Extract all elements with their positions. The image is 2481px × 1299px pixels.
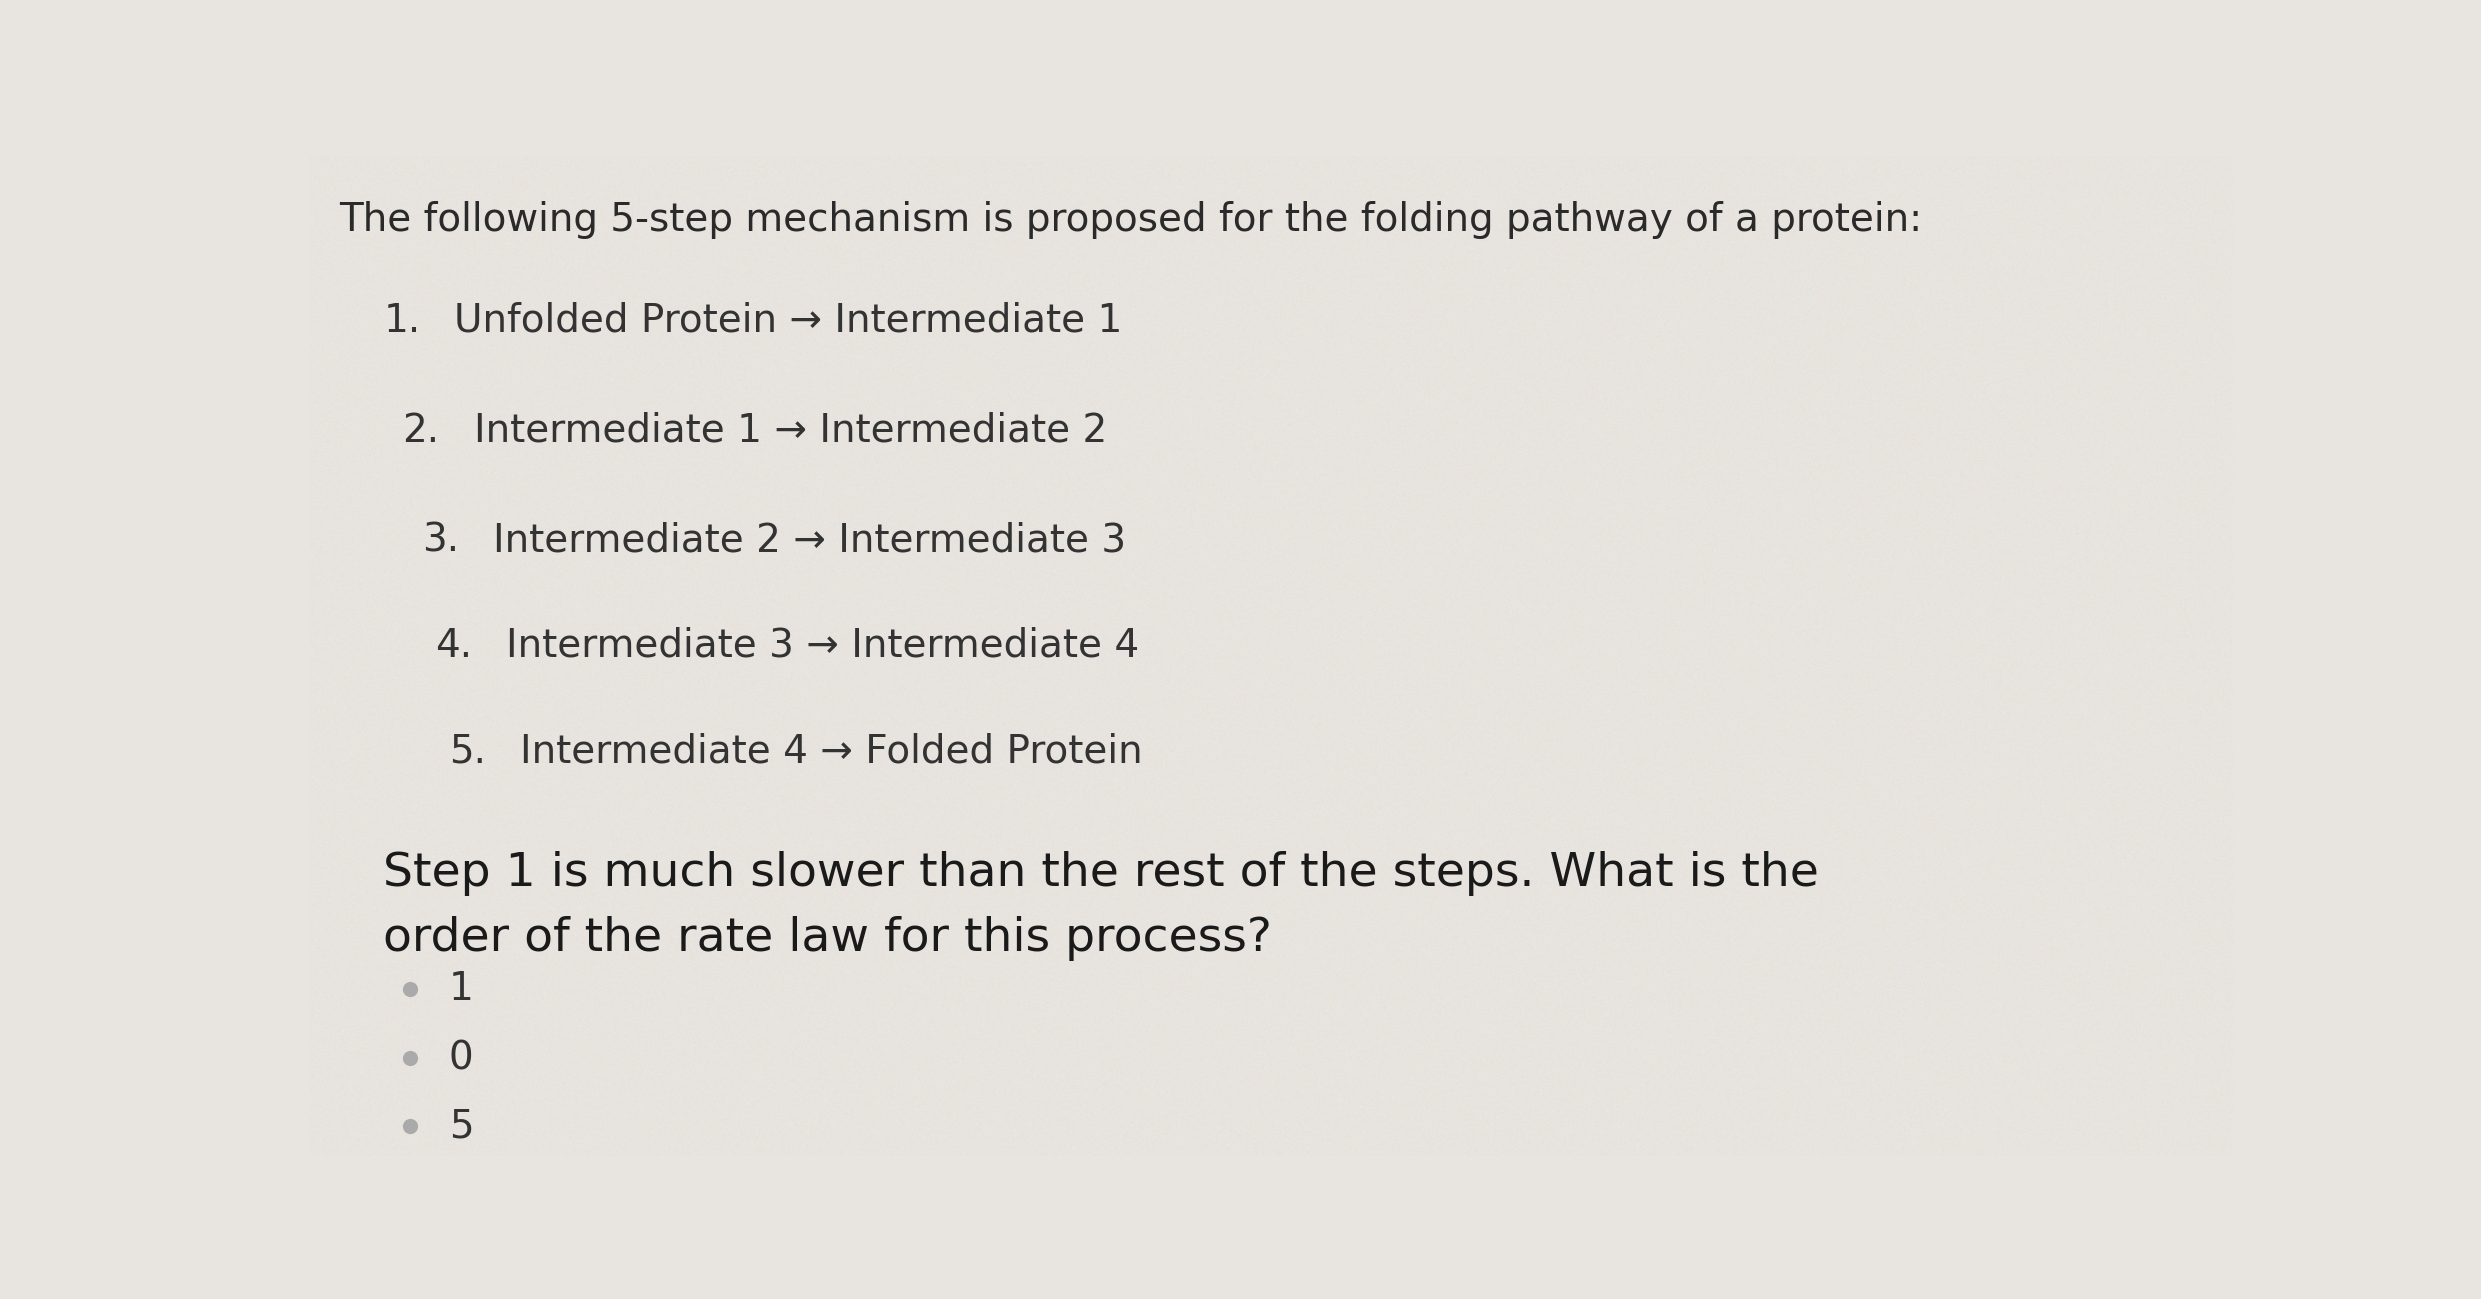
Text: Step 1 is much slower than the rest of the steps. What is the: Step 1 is much slower than the rest of t…	[382, 851, 1819, 896]
Text: The following 5-step mechanism is proposed for the folding pathway of a protein:: The following 5-step mechanism is propos…	[340, 201, 1923, 239]
Text: Intermediate 2 → Intermediate 3: Intermediate 2 → Intermediate 3	[494, 522, 1126, 560]
Text: 5.: 5.	[449, 733, 486, 770]
Text: 0: 0	[449, 1039, 474, 1077]
Text: 1: 1	[449, 970, 474, 1008]
Point	[390, 978, 429, 999]
Text: Unfolded Protein → Intermediate 1: Unfolded Protein → Intermediate 1	[454, 301, 1124, 340]
Text: 1.: 1.	[382, 301, 419, 340]
Text: Intermediate 1 → Intermediate 2: Intermediate 1 → Intermediate 2	[474, 412, 1107, 449]
Point	[390, 1048, 429, 1069]
Text: Intermediate 3 → Intermediate 4: Intermediate 3 → Intermediate 4	[506, 627, 1139, 665]
Text: Intermediate 4 → Folded Protein: Intermediate 4 → Folded Protein	[519, 733, 1141, 770]
Text: 5: 5	[449, 1107, 474, 1146]
Text: order of the rate law for this process?: order of the rate law for this process?	[382, 916, 1273, 961]
Text: 3.: 3.	[422, 522, 459, 560]
Text: 2.: 2.	[402, 412, 439, 449]
Text: 4.: 4.	[434, 627, 471, 665]
Point	[390, 1116, 429, 1137]
